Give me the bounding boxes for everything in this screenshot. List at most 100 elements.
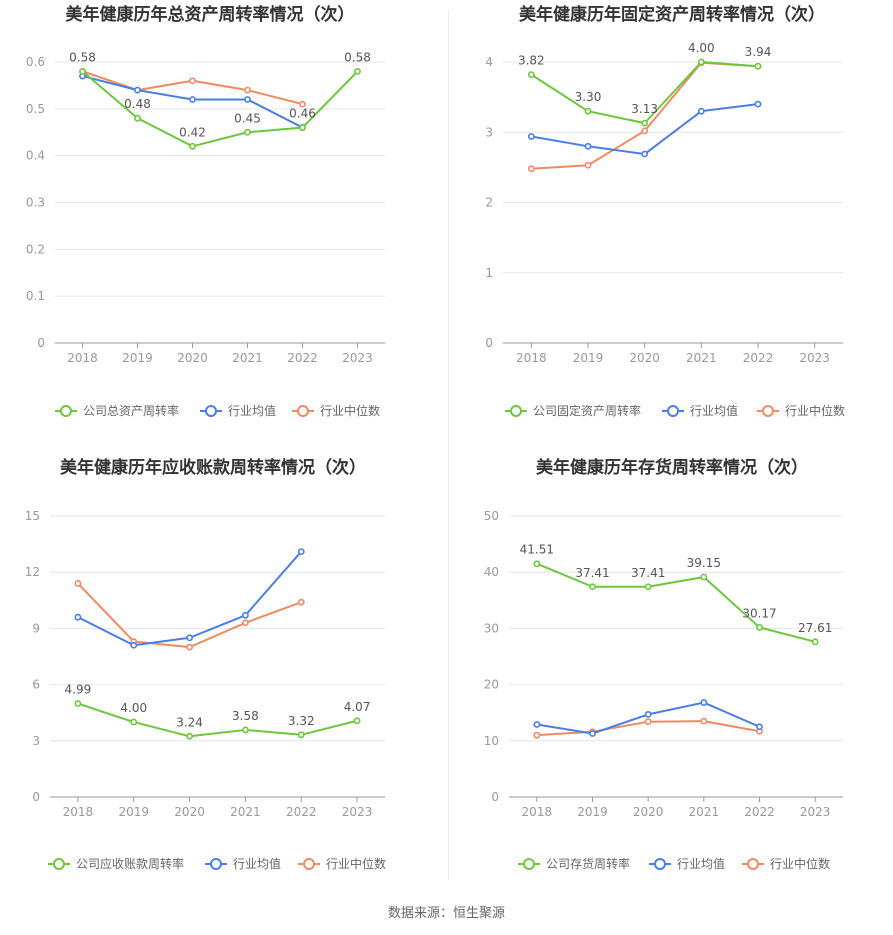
y-tick-label: 0	[491, 790, 499, 804]
x-tick-label: 2019	[122, 351, 153, 365]
x-tick-label: 2018	[516, 351, 547, 365]
y-tick-label: 0.2	[26, 242, 45, 256]
data-point-avg	[74, 613, 82, 621]
data-point-company	[754, 62, 762, 70]
chart-1: 美年健康历年总资产周转率情况（次） 0 0.1 0.2 0.3 0.4 0.5 0.6 2018…	[26, 4, 385, 418]
y-tick-label: 12	[25, 565, 40, 579]
data-label: 3.58	[232, 709, 259, 723]
legend-swatch-marker	[210, 858, 222, 870]
data-label: 4.99	[65, 683, 92, 697]
data-point-company	[79, 67, 86, 75]
data-point-company	[186, 732, 193, 740]
chart-2: 美年健康历年固定资产周转率情况（次） 0 1 2 3 4 2018 2019 2020 2021 2…	[485, 4, 845, 418]
data-label: 4.07	[344, 700, 371, 714]
y-tick-label: 0.1	[26, 289, 45, 303]
data-point-company	[244, 128, 251, 136]
data-point-avg	[244, 96, 251, 103]
data-label: 3.32	[288, 714, 315, 728]
chart-title: 美年健康历年应收账款周转率情况（次）	[60, 457, 366, 478]
x-tick-label: 2020	[629, 351, 660, 365]
data-point-avg	[700, 699, 708, 706]
data-label: 4.00	[688, 41, 715, 55]
legend-swatch-marker	[762, 405, 774, 417]
y-tick-label: 0	[37, 336, 45, 350]
data-point-company	[242, 726, 249, 734]
data-label: 0.45	[234, 111, 261, 125]
data-point-median	[189, 77, 196, 85]
data-label: 3.94	[745, 45, 772, 59]
y-tick-label: 20	[484, 678, 499, 692]
x-tick-label: 2021	[230, 805, 261, 819]
legend-label: 行业均值	[690, 403, 738, 418]
chart-title: 美年健康历年固定资产周转率情况（次）	[519, 4, 825, 25]
y-tick-label: 0.3	[26, 196, 45, 210]
data-point-median	[74, 580, 82, 587]
data-point-median	[533, 731, 541, 739]
data-point-avg	[641, 150, 649, 158]
data-label: 0.48	[124, 97, 151, 111]
legend-label: 行业均值	[677, 856, 725, 871]
y-tick-label: 50	[484, 509, 499, 523]
x-tick-label: 2020	[177, 351, 208, 365]
x-tick-label: 2022	[286, 805, 317, 819]
legend-swatch-marker	[667, 405, 679, 417]
data-point-median	[644, 718, 652, 726]
data-label: 30.17	[742, 606, 776, 620]
data-label: 0.58	[344, 50, 371, 64]
y-tick-label: 0.6	[26, 55, 45, 69]
data-point-company	[527, 71, 535, 79]
x-tick-label: 2020	[633, 805, 664, 819]
y-tick-label: 10	[484, 734, 499, 748]
y-tick-label: 4	[485, 55, 493, 69]
y-tick-label: 40	[484, 565, 499, 579]
x-tick-label: 2019	[118, 805, 149, 819]
data-point-avg	[527, 133, 535, 140]
x-tick-label: 2023	[799, 351, 830, 365]
x-tick-label: 2023	[342, 351, 373, 365]
data-label: 3.30	[575, 90, 602, 104]
legend-label: 行业均值	[228, 403, 276, 418]
legend-swatch-marker	[303, 858, 315, 870]
data-point-median	[297, 598, 305, 606]
data-label: 37.41	[575, 566, 609, 580]
x-tick-label: 2023	[800, 805, 831, 819]
data-point-avg	[189, 96, 196, 103]
x-tick-label: 2018	[522, 805, 553, 819]
data-point-company	[756, 624, 763, 631]
legend-label: 行业中位数	[770, 856, 830, 871]
data-point-company	[644, 583, 652, 591]
y-tick-label: 3	[32, 734, 40, 748]
legend-label: 行业中位数	[785, 403, 845, 418]
data-point-company	[533, 560, 541, 568]
legend-label: 行业中位数	[326, 856, 386, 871]
source-note: 数据来源：恒生聚源	[387, 906, 505, 921]
data-point-company	[811, 638, 819, 646]
chart-4: 美年健康历年存货周转率情况（次） 0 10 20 30 40 50 2018 2019 2020 2…	[484, 457, 843, 871]
legend-swatch-marker	[747, 858, 759, 870]
data-point-company	[641, 119, 649, 127]
data-label: 4.00	[120, 701, 147, 715]
legend-swatch-marker	[297, 405, 309, 417]
data-label: 37.41	[631, 566, 665, 580]
data-label: 27.61	[798, 621, 832, 635]
data-point-avg	[134, 86, 141, 94]
data-label: 0.58	[69, 50, 96, 64]
x-tick-label: 2021	[689, 805, 720, 819]
y-tick-label: 2	[485, 196, 493, 210]
legend-label: 公司应收账款周转率	[76, 856, 184, 871]
data-point-company	[299, 124, 306, 131]
legend-swatch-marker	[523, 858, 535, 870]
legend-label: 行业中位数	[320, 403, 380, 418]
data-point-median	[242, 619, 249, 627]
legend-swatch-marker	[654, 858, 666, 870]
x-tick-label: 2018	[63, 805, 94, 819]
x-tick-label: 2022	[744, 805, 775, 819]
data-point-company	[697, 58, 705, 66]
series-line-avg	[77, 550, 303, 647]
legend-swatch-marker	[60, 405, 72, 417]
data-point-median	[700, 717, 708, 725]
data-point-company	[130, 718, 138, 726]
series-line-company	[81, 70, 359, 148]
data-point-company	[134, 114, 141, 122]
data-label: 41.51	[520, 543, 554, 557]
